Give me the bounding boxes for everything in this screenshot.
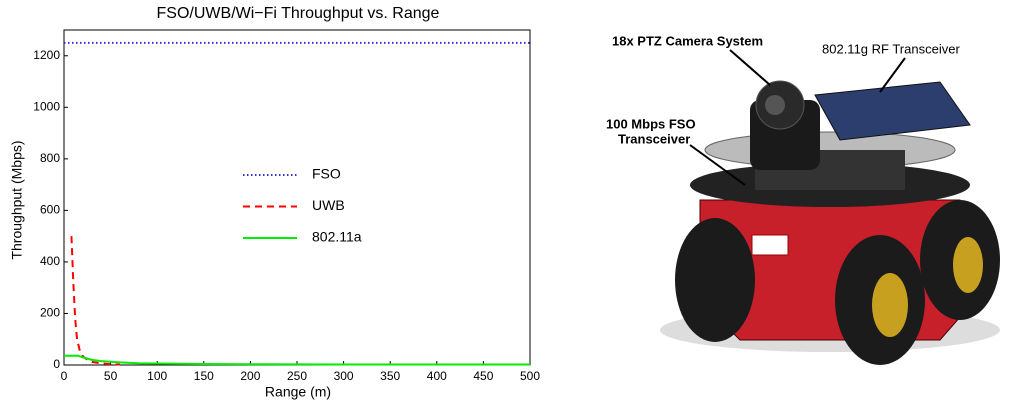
- hub: [953, 237, 983, 293]
- arrow: [879, 57, 906, 93]
- wheel: [675, 218, 755, 342]
- x-tick-label: 100: [147, 369, 167, 383]
- series-line: [70, 236, 120, 366]
- hub: [872, 273, 908, 337]
- y-tick-label: 400: [40, 254, 60, 268]
- arrow: [729, 49, 771, 86]
- plot-frame: [63, 29, 531, 366]
- x-tick-label: 500: [520, 369, 540, 383]
- y-tick-label: 1200: [33, 48, 60, 62]
- x-tick-label: 0: [61, 369, 68, 383]
- y-tick-label: 1000: [33, 99, 60, 113]
- photo: 18x PTZ Camera System 802.11g RF Transce…: [600, 15, 1018, 372]
- y-tick-label: 800: [40, 151, 60, 165]
- y-tick-label: 200: [40, 306, 60, 320]
- x-tick-label: 300: [334, 369, 354, 383]
- x-tick-label: 400: [427, 369, 447, 383]
- y-tick-label: 600: [40, 203, 60, 217]
- x-tick-label: 200: [240, 369, 260, 383]
- x-tick-label: 250: [287, 369, 307, 383]
- chart-title: FSO/UWB/Wi−Fi Throughput vs. Range: [157, 5, 440, 22]
- x-tick-label: 150: [194, 369, 214, 383]
- x-axis-label: Range (m): [265, 384, 331, 400]
- x-tick-label: 50: [104, 369, 118, 383]
- series-line: [64, 354, 530, 366]
- photo-label: 802.11g RF Transceiver: [822, 41, 960, 56]
- x-tick-label: 450: [473, 369, 493, 383]
- photo-label: 100 Mbps FSO: [606, 116, 696, 131]
- lens: [765, 95, 785, 115]
- legend-label: FSO: [312, 166, 341, 182]
- laptop: [814, 81, 971, 141]
- arrow: [689, 144, 746, 186]
- photo-label: 18x PTZ Camera System: [612, 33, 763, 48]
- robot-badge: [751, 234, 789, 256]
- y-axis-label: Throughput (Mbps): [9, 140, 25, 259]
- x-tick-label: 350: [380, 369, 400, 383]
- legend-label: UWB: [312, 197, 345, 213]
- legend-label: 802.11a: [312, 229, 362, 245]
- y-tick-label: 0: [53, 357, 60, 371]
- photo-label: Transceiver: [618, 131, 690, 146]
